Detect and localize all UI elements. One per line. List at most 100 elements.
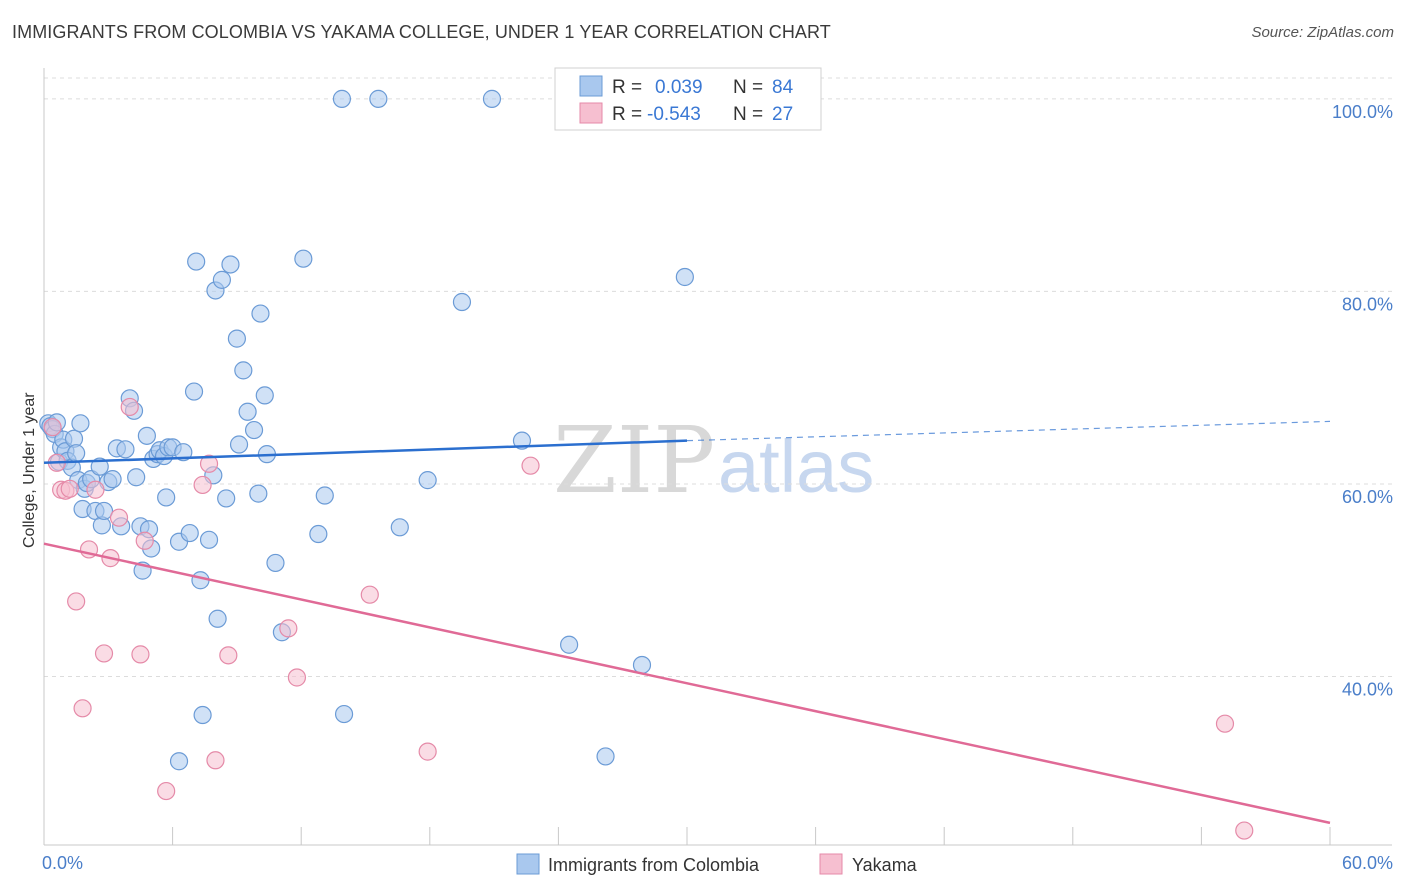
legend-r-value-1: 0.039 [655,77,703,98]
series-legend-label-yakama: Yakama [852,855,918,875]
colombia-point-49 [193,705,212,725]
legend-swatch-pink [579,102,603,124]
source-credit: Source: ZipAtlas.com [1251,24,1394,41]
colombia-point-75 [418,471,437,490]
y-tick-label-0: 40.0% [1342,680,1393,700]
colombia-point-59 [234,361,253,380]
legend-r-value-2: -0.543 [647,104,701,125]
colombia-point-60 [238,402,257,421]
yakama-point-15 [157,781,176,801]
legend-n-label-1: N = [733,77,763,98]
colombia-point-57 [227,329,246,348]
yakama-point-19 [219,646,238,665]
colombia-point-55 [217,489,236,508]
colombia-point-24 [103,470,122,489]
series-legend-swatch-yakama [819,853,843,875]
y-axis-label: College, Under 1 year [21,392,38,548]
colombia-point-62 [249,484,268,503]
colombia-point-79 [560,635,579,654]
colombia-point-58 [229,435,249,454]
series-legend-label-colombia: Immigrants from Colombia [548,855,760,875]
colombia-point-76 [452,292,472,312]
colombia-point-27 [116,440,135,459]
colombia-point-64 [255,386,274,405]
legend-swatch-blue [579,75,603,97]
colombia-point-33 [137,426,156,445]
yakama-point-13 [131,645,150,664]
trend-lines [43,420,1331,825]
colombia-point-20 [90,457,109,476]
colombia-point-66 [266,553,285,573]
colombia-point-47 [187,252,206,271]
colombia-point-14 [71,414,90,433]
yakama-point-8 [86,480,105,499]
y-tick-label-1: 60.0% [1342,487,1393,507]
colombia-point-80 [596,747,615,766]
yakama-point-21 [287,668,307,687]
yakama-point-6 [73,699,92,718]
yakama-point-17 [199,454,219,473]
series-legend: Immigrants from Colombia Yakama [516,853,918,875]
yakama-trend-line [43,542,1331,825]
yakama-point-22 [360,585,379,604]
colombia-trend-line-extension [686,420,1331,442]
y-tick-label-2: 80.0% [1342,294,1393,314]
colombia-point-74 [390,518,409,537]
legend-n-value-1: 84 [772,77,794,98]
colombia-point-69 [309,524,328,544]
colombia-point-53 [208,609,227,628]
colombia-point-70 [315,486,334,505]
watermark-zip: ZIP [553,407,715,514]
colombia-point-50 [199,530,219,549]
yakama-point-0 [43,418,62,437]
yakama-point-4 [60,479,79,498]
colombia-point-56 [221,255,240,274]
y-tick-labels: 40.0% 60.0% 80.0% 100.0% [1332,102,1393,700]
yakama-point-26 [1235,821,1254,840]
colombia-point-72 [334,704,354,724]
colombia-point-30 [127,468,146,487]
legend-r-label-1: R = [612,77,642,98]
colombia-point-48 [191,571,210,590]
colombia-point-82 [675,267,694,287]
yakama-point-14 [135,531,154,550]
colombia-point-61 [244,420,264,440]
x-tick-labels: 0.0% 60.0% [42,853,1393,873]
colombia-point-45 [180,523,199,543]
watermark-atlas: atlas [718,425,874,508]
colombia-point-44 [174,443,193,462]
colombia-point-73 [369,89,388,108]
yakama-point-12 [120,397,139,417]
yakama-point-25 [1215,714,1235,733]
yakama-point-5 [67,592,86,611]
x-tick-label-1: 60.0% [1342,853,1393,873]
colombia-point-78 [512,431,532,450]
colombia-point-77 [482,89,502,108]
yakama-point-23 [418,742,437,761]
yakama-point-24 [521,456,540,475]
series-legend-swatch-colombia [516,853,540,875]
yakama-point-9 [94,644,114,663]
yakama-point-18 [206,751,225,770]
axes [43,68,1392,846]
legend-n-label-2: N = [733,104,763,125]
colombia-point-63 [251,304,270,323]
colombia-point-40 [157,488,176,507]
yakama-point-11 [109,508,129,527]
colombia-point-54 [212,270,231,289]
colombia-point-22 [94,501,114,521]
stats-legend: R = 0.039 N = 84 R = -0.543 N = 27 [554,67,822,131]
legend-n-value-2: 27 [772,104,793,125]
colombia-point-46 [184,382,204,401]
x-tick-label-0: 0.0% [42,853,83,873]
legend-r-label-2: R = [612,104,642,125]
yakama-point-16 [193,475,212,495]
colombia-point-71 [332,89,352,108]
colombia-trend-line [43,439,688,465]
chart-title: IMMIGRANTS FROM COLOMBIA VS YAKAMA COLLE… [12,22,831,42]
colombia-point-12 [67,444,86,463]
colombia-point-68 [294,249,313,268]
colombia-point-83 [169,752,189,771]
yakama-point-20 [279,619,298,638]
